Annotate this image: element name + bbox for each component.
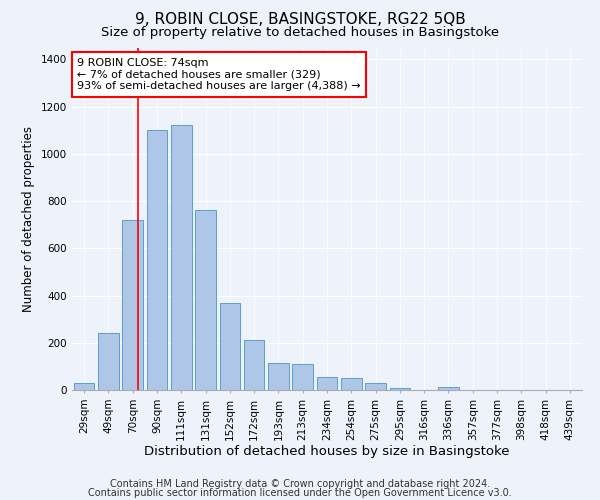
Bar (292, 364, 313, 390)
X-axis label: Distribution of detached houses by size in Basingstoke: Distribution of detached houses by size … (144, 446, 510, 458)
Text: Contains public sector information licensed under the Open Government Licence v3: Contains public sector information licen… (88, 488, 512, 498)
Bar (122, 220, 143, 390)
Text: 9, ROBIN CLOSE, BASINGSTOKE, RG22 5QB: 9, ROBIN CLOSE, BASINGSTOKE, RG22 5QB (134, 12, 466, 28)
Bar (317, 377, 337, 390)
Text: Contains HM Land Registry data © Crown copyright and database right 2024.: Contains HM Land Registry data © Crown c… (110, 479, 490, 489)
Bar (389, 388, 410, 390)
Bar (268, 363, 289, 390)
Text: 9 ROBIN CLOSE: 74sqm
← 7% of detached houses are smaller (329)
93% of semi-detac: 9 ROBIN CLOSE: 74sqm ← 7% of detached ho… (77, 58, 361, 91)
Bar (341, 378, 362, 390)
Bar (195, 210, 216, 390)
Bar (438, 387, 459, 390)
Bar (98, 334, 119, 390)
Bar (244, 340, 265, 390)
Bar (146, 130, 167, 390)
Bar (74, 383, 94, 390)
Bar (365, 383, 386, 390)
Bar (171, 126, 191, 390)
Y-axis label: Number of detached properties: Number of detached properties (22, 126, 35, 312)
Bar (220, 302, 240, 390)
Text: Size of property relative to detached houses in Basingstoke: Size of property relative to detached ho… (101, 26, 499, 39)
